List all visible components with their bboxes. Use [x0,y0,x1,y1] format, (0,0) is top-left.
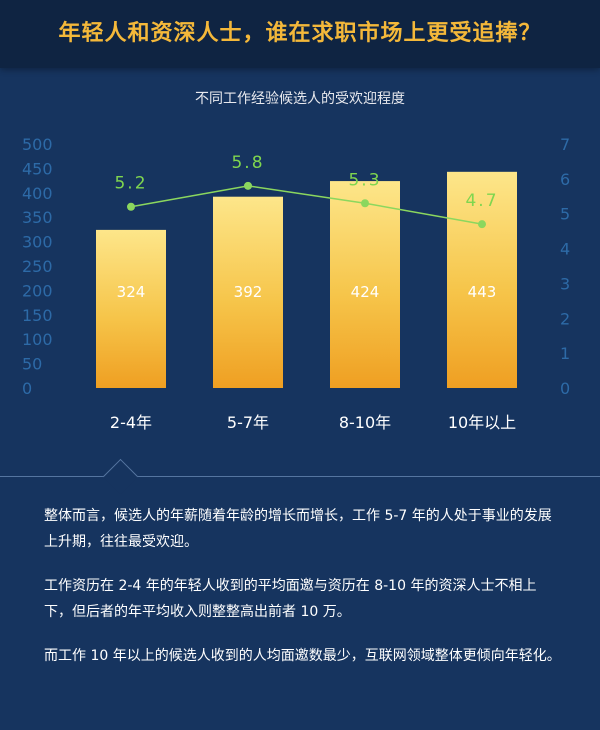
x-tick-label: 10年以上 [448,413,516,432]
paragraph-2: 工作资历在 2-4 年的年轻人收到的平均面邀与资历在 8-10 年的资深人士不相… [44,578,537,620]
bar-series: 324 392 424 443 [96,171,517,388]
line-point [244,181,252,190]
x-axis: 2-4年 5-7年 8-10年 10年以上 [110,413,516,432]
bar-value-label: 443 [468,283,497,301]
paragraph-1: 整体而言，候选人的年薪随着年龄的增长而增长，工作 5-7 年的人处于事业的发展上… [44,508,552,550]
bar [447,171,517,388]
y-right-tick-label: 0 [560,379,570,398]
bar-value-label: 324 [117,283,146,301]
header-bar: 年轻人和资深人士，谁在求职市场上更受追捧？ [0,0,600,68]
divider-left [0,476,108,477]
divider-right [132,476,600,477]
y-left-tick-label: 50 [22,355,42,374]
line-value-label: 5.3 [348,170,381,190]
line-point [361,199,369,208]
x-tick-label: 8-10年 [339,413,391,432]
line-series: 5.2 5.8 5.3 4.7 [114,153,498,229]
bar [213,196,283,388]
line-point [127,202,135,211]
bar-value-label: 424 [351,283,380,301]
bar [96,229,166,388]
y-left-tick-label: 300 [22,233,53,252]
x-tick-label: 5-7年 [227,413,269,432]
paragraph-3: 而工作 10 年以上的候选人收到的人均面邀数最少，互联网领域整体更倾向年轻化。 [44,648,561,664]
page-title: 年轻人和资深人士，谁在求职市场上更受追捧？ [58,21,542,46]
y-axis-left: 0 50 100 150 200 250 300 350 400 450 500 [22,135,53,398]
y-left-tick-label: 150 [22,306,53,325]
y-right-tick-label: 6 [560,170,570,189]
summary-text: 整体而言，候选人的年薪随着年龄的增长而增长，工作 5-7 年的人处于事业的发展上… [44,503,564,687]
y-left-tick-label: 200 [22,281,53,300]
y-left-tick-label: 0 [22,379,32,398]
bar [330,181,400,388]
line-path [130,185,483,225]
y-right-tick-label: 5 [560,205,570,224]
bar-value-label: 392 [234,283,263,301]
x-tick-label: 2-4年 [110,413,152,432]
divider-notch [102,458,139,495]
y-left-tick-label: 450 [22,159,53,178]
y-right-tick-label: 7 [560,135,570,154]
y-left-tick-label: 100 [22,330,53,349]
y-axis-right: 0 1 2 3 4 5 6 7 [560,135,570,398]
line-value-label: 5.8 [231,153,264,173]
line-point [478,220,486,229]
y-left-tick-label: 250 [22,257,53,276]
y-right-tick-label: 2 [560,309,570,328]
y-right-tick-label: 4 [560,240,570,259]
chart-title: 不同工作经验候选人的受欢迎程度 [195,91,405,107]
y-right-tick-label: 3 [560,274,570,293]
line-value-label: 4.7 [465,191,498,211]
y-left-tick-label: 500 [22,135,53,154]
y-left-tick-label: 350 [22,208,53,227]
line-value-label: 5.2 [114,174,147,194]
y-left-tick-label: 400 [22,184,53,203]
y-right-tick-label: 1 [560,344,570,363]
